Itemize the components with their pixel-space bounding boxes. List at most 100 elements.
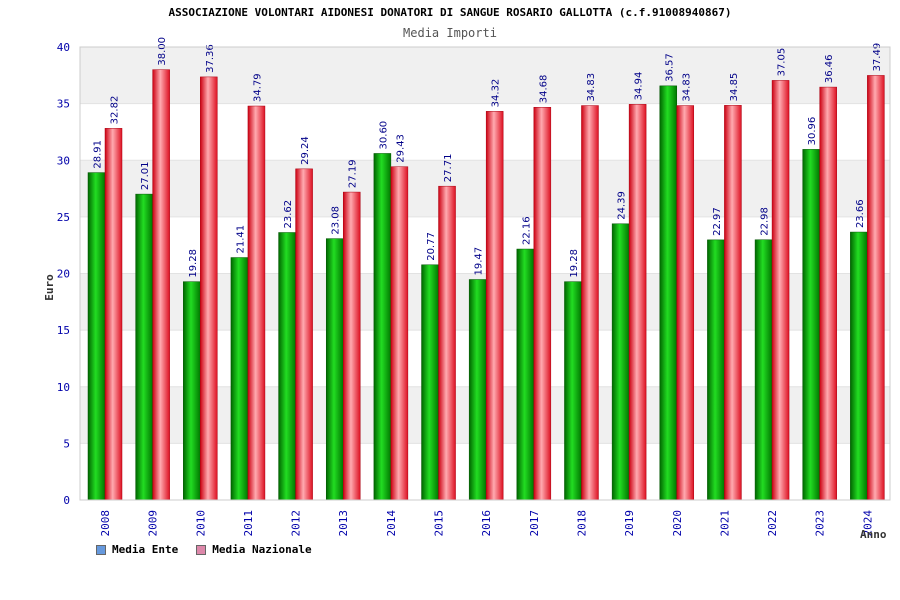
x-tick-label-2022: 2022: [766, 510, 779, 537]
data-label-media-ente-2014: 30.60: [378, 121, 389, 150]
data-label-media-nazionale-2019: 34.94: [634, 72, 645, 101]
data-label-media-nazionale-2009: 38.00: [157, 37, 168, 66]
legend-label-media-nazionale: Media Nazionale: [212, 543, 312, 556]
chart-title: ASSOCIAZIONE VOLONTARI AIDONESI DONATORI…: [168, 6, 732, 19]
y-tick-label: 5: [63, 437, 70, 450]
bar-media-nazionale-2018: [581, 105, 599, 501]
data-label-media-ente-2017: 22.16: [521, 216, 532, 245]
data-label-media-ente-2019: 24.39: [617, 191, 628, 220]
data-label-media-ente-2023: 30.96: [807, 117, 818, 146]
bar-media-ente-2012: [278, 232, 296, 501]
data-label-media-nazionale-2013: 27.19: [348, 159, 359, 188]
legend-swatch-media-nazionale: [196, 544, 207, 555]
data-label-media-ente-2022: 22.98: [760, 207, 771, 236]
data-label-media-nazionale-2023: 36.46: [824, 54, 835, 83]
bar-media-ente-2010: [183, 281, 201, 501]
bar-media-nazionale-2009: [152, 69, 170, 501]
y-tick-label: 30: [57, 154, 70, 167]
bar-media-ente-2019: [611, 223, 630, 501]
data-label-media-ente-2008: 28.91: [93, 140, 104, 169]
bar-media-ente-2018: [564, 281, 582, 501]
x-tick-label-2024: 2024: [861, 510, 874, 537]
bar-media-nazionale-2024: [867, 75, 885, 501]
data-label-media-ente-2024: 23.66: [855, 199, 866, 228]
bar-media-nazionale-2016: [485, 111, 504, 501]
bar-media-ente-2009: [135, 193, 153, 501]
x-tick-label-2018: 2018: [575, 510, 588, 537]
data-label-media-ente-2013: 23.08: [331, 206, 342, 235]
y-tick-label: 25: [57, 211, 70, 224]
legend-item-media-ente: Media Ente: [96, 543, 178, 556]
data-label-media-nazionale-2017: 34.68: [538, 75, 549, 104]
bar-media-nazionale-2023: [819, 86, 837, 501]
y-tick-label: 15: [57, 324, 70, 337]
data-label-media-nazionale-2010: 37.36: [205, 44, 216, 73]
bar-media-ente-2011: [230, 257, 249, 501]
bar-media-nazionale-2012: [295, 168, 313, 501]
bar-media-ente-2021: [707, 239, 725, 501]
x-tick-label-2010: 2010: [194, 510, 207, 537]
data-label-media-nazionale-2012: 29.24: [300, 136, 311, 165]
data-label-media-ente-2018: 19.28: [569, 249, 580, 278]
bar-media-nazionale-2010: [200, 76, 218, 501]
bar-media-ente-2016: [468, 279, 487, 501]
x-tick-label-2020: 2020: [671, 510, 684, 537]
bar-media-nazionale-2011: [247, 105, 266, 501]
data-label-media-ente-2009: 27.01: [140, 161, 151, 190]
x-tick-label-2014: 2014: [385, 510, 398, 537]
bar-media-ente-2020: [659, 85, 678, 501]
y-tick-label: 40: [57, 41, 70, 54]
data-label-media-nazionale-2021: 34.85: [729, 73, 740, 102]
x-tick-label-2015: 2015: [433, 510, 446, 537]
y-tick-label: 10: [57, 381, 70, 394]
data-label-media-nazionale-2011: 34.79: [252, 73, 263, 102]
legend-label-media-ente: Media Ente: [112, 543, 179, 556]
x-tick-label-2017: 2017: [528, 510, 541, 537]
bar-media-ente-2014: [373, 153, 392, 501]
bar-media-ente-2023: [802, 149, 820, 501]
bar-media-ente-2008: [87, 172, 106, 501]
data-label-media-ente-2021: 22.97: [712, 207, 723, 236]
bar-media-nazionale-2015: [438, 185, 456, 501]
bar-media-ente-2022: [754, 239, 773, 501]
data-label-media-nazionale-2015: 27.71: [443, 154, 454, 183]
bar-media-nazionale-2020: [676, 105, 695, 501]
x-tick-label-2021: 2021: [718, 510, 731, 537]
x-tick-label-2011: 2011: [242, 510, 255, 537]
data-label-media-nazionale-2020: 34.83: [681, 73, 692, 102]
x-tick-label-2013: 2013: [337, 510, 350, 537]
bar-media-nazionale-2021: [724, 105, 742, 501]
data-label-media-nazionale-2008: 32.82: [110, 96, 121, 125]
bar-media-ente-2013: [325, 238, 344, 501]
x-tick-label-2019: 2019: [623, 510, 636, 537]
y-axis-title: Euro: [43, 274, 56, 301]
y-tick-label: 35: [57, 98, 70, 111]
data-label-media-nazionale-2014: 29.43: [395, 134, 406, 163]
bar-media-nazionale-2022: [771, 80, 790, 501]
bar-media-ente-2024: [850, 231, 868, 501]
y-tick-label: 20: [57, 268, 70, 281]
chart-subtitle: Media Importi: [403, 26, 497, 40]
bar-media-nazionale-2014: [390, 166, 409, 501]
data-label-media-nazionale-2022: 37.05: [777, 48, 788, 77]
x-tick-label-2012: 2012: [290, 510, 303, 537]
x-tick-label-2023: 2023: [814, 510, 827, 537]
plot-frame: [79, 46, 891, 501]
data-label-media-nazionale-2024: 37.49: [872, 43, 883, 72]
bar-media-nazionale-2017: [533, 106, 552, 501]
legend: Media Ente Media Nazionale: [96, 543, 312, 556]
y-tick-label: 0: [63, 494, 70, 507]
bar-media-nazionale-2013: [342, 191, 361, 501]
legend-swatch-media-ente: [96, 544, 106, 555]
data-label-media-ente-2010: 19.28: [188, 249, 199, 278]
legend-item-media-nazionale: Media Nazionale: [196, 543, 312, 556]
data-label-media-ente-2011: 21.41: [235, 225, 246, 254]
data-label-media-ente-2015: 20.77: [426, 232, 437, 261]
bar-media-ente-2017: [516, 248, 535, 501]
bar-media-ente-2015: [421, 264, 439, 501]
bar-media-nazionale-2019: [628, 104, 647, 501]
x-axis-title: Anno: [860, 528, 887, 541]
x-tick-label-2009: 2009: [147, 510, 160, 537]
x-tick-label-2016: 2016: [480, 510, 493, 536]
